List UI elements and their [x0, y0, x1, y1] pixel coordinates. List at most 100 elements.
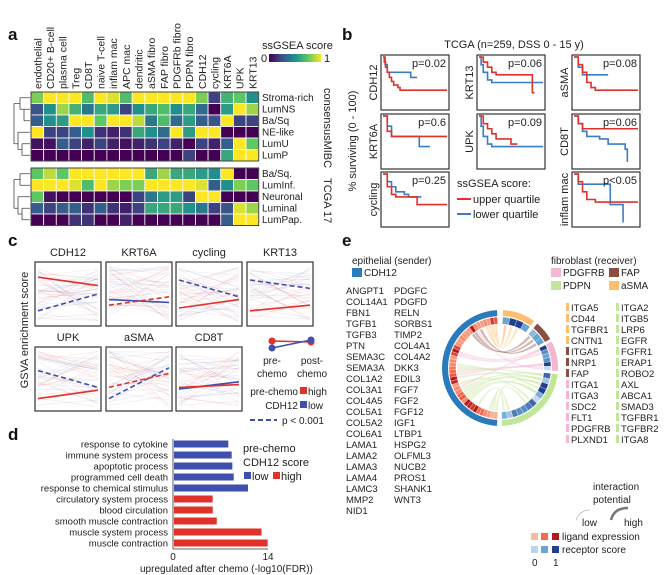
gsva-plot: KRT6A — [105, 247, 173, 327]
patient-line — [108, 270, 170, 322]
ligand-label: FGF12 — [394, 407, 424, 418]
patient-line — [178, 309, 240, 318]
heatmap-cell — [131, 202, 146, 215]
patient-line — [249, 278, 311, 286]
receptor-group-marker — [566, 369, 569, 377]
row-label: LumPap. — [262, 215, 302, 226]
patient-line — [37, 290, 99, 314]
patient-line — [37, 274, 99, 304]
patient-line — [178, 272, 240, 317]
patient-line — [249, 272, 311, 289]
gsva-plot: UPK — [34, 332, 102, 412]
chord-link — [457, 366, 543, 377]
patient-line — [178, 359, 240, 373]
row-label: NE-like — [262, 128, 295, 139]
km-upper-curve — [383, 173, 447, 206]
heatmap-cell — [220, 190, 234, 203]
receptor-label: TGFBR2 — [621, 424, 658, 435]
patient-line — [249, 288, 311, 312]
ligand-label: COL3A1 — [346, 385, 382, 396]
heatmap-cell — [182, 91, 196, 104]
patient-line — [108, 272, 170, 311]
heatmap-cell — [68, 126, 82, 139]
ligand-label: RELN — [394, 308, 419, 319]
heatmap-cell — [93, 126, 108, 139]
receptor-group-marker — [566, 402, 569, 410]
receptor-label: ITGA1 — [571, 380, 598, 391]
receiver-ring-fap — [533, 323, 551, 342]
column-label: aSMA fibro — [146, 37, 158, 89]
heatmap-cell — [207, 91, 222, 104]
heatmap-cell — [232, 213, 247, 226]
heatmap-cell — [81, 179, 95, 192]
patient-line — [178, 307, 240, 311]
patient-line — [37, 357, 99, 370]
patient-line — [37, 278, 99, 292]
patient-line — [37, 275, 99, 322]
heatmap-cell — [81, 202, 95, 215]
high-group-mean-line — [178, 383, 240, 389]
patient-line — [37, 272, 99, 280]
patient-line — [178, 383, 240, 395]
heatmap-cell — [106, 190, 120, 203]
patient-line — [108, 269, 170, 271]
receptor-group-marker — [566, 314, 569, 322]
pdpn-legend: PDPN — [563, 281, 591, 292]
patient-line — [108, 268, 170, 294]
receptor-group-marker — [566, 424, 569, 432]
receptor-label: PDGFRB — [571, 424, 611, 435]
heatmap-cell — [30, 190, 45, 203]
patient-line — [108, 290, 170, 300]
km-pvalue: p=0.6 — [418, 117, 446, 129]
km-plot: p=0.09 UPK — [464, 113, 546, 170]
patient-line — [178, 276, 240, 304]
heatmap-cell — [43, 202, 57, 215]
heatmap-cell — [232, 167, 247, 180]
ligand-label: TGFB3 — [346, 330, 377, 341]
receptor-group-marker — [566, 435, 569, 443]
gsva-title: KRT6A — [121, 247, 157, 259]
patient-line — [108, 304, 170, 308]
heatmap-cell — [169, 91, 184, 104]
heatmap-cell — [169, 179, 184, 192]
chord-link — [476, 330, 543, 370]
low-group-mean-line — [108, 298, 170, 304]
patient-line — [178, 289, 240, 296]
bar-label: blood circulation — [99, 506, 168, 517]
heatmap-cell — [68, 137, 82, 150]
km-upper-curve — [383, 115, 447, 138]
heatmap-cell — [93, 103, 108, 116]
panel-label-b: b — [342, 25, 352, 44]
patient-line — [108, 351, 170, 362]
patient-line — [108, 278, 170, 283]
heatmap-cell — [207, 114, 222, 127]
gsva-box — [105, 261, 173, 327]
ligand-label: PDGFD — [394, 297, 427, 308]
group-label-tcga: TCGA 17 — [321, 178, 333, 223]
heatmap-cell — [55, 149, 70, 162]
km-legend-upper: upper quartile — [473, 194, 540, 206]
bar-label: apoptotic process — [94, 462, 169, 473]
receptor-group-marker — [616, 424, 619, 432]
heatmap-cell — [131, 190, 146, 203]
patient-line — [37, 273, 99, 279]
bar — [174, 539, 268, 547]
high-group-mean-line — [37, 389, 99, 400]
heatmap-cell — [43, 103, 57, 116]
km-plot: p=0.25 cycling — [368, 171, 450, 228]
heatmap-cell — [55, 114, 70, 127]
patient-line — [178, 364, 240, 372]
high-group-mean-line — [178, 298, 240, 309]
chord-link — [459, 377, 531, 401]
row-label: LumU — [262, 139, 289, 150]
bar — [174, 495, 213, 503]
bar — [174, 506, 213, 514]
patient-line — [178, 357, 240, 370]
ligand-label: SEMA3C — [346, 352, 385, 363]
km-label: KRT6A — [368, 123, 380, 159]
patient-line — [178, 370, 240, 391]
heatmap-cell — [30, 179, 45, 192]
patient-line — [37, 268, 99, 290]
chord-link — [479, 328, 537, 354]
patient-line — [178, 367, 240, 390]
